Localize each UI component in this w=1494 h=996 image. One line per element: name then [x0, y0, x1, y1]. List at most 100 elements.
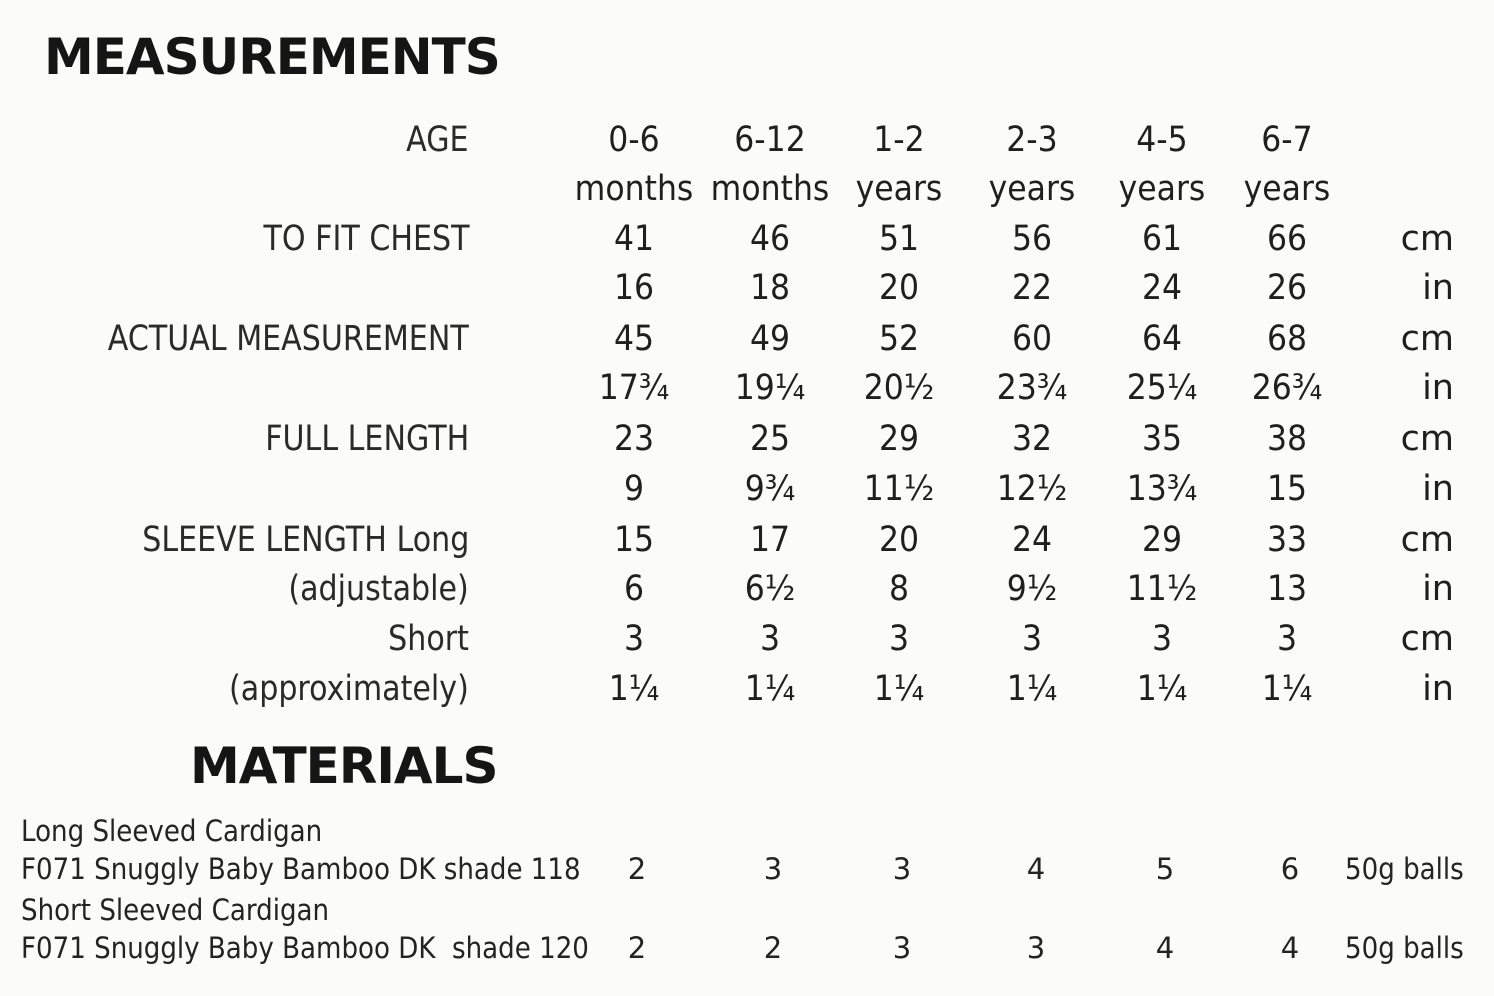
- balls-count: 4: [1280, 931, 1300, 965]
- value-cell: 3: [888, 619, 910, 659]
- balls-count: 3: [892, 852, 912, 886]
- value-cell: 32: [1011, 419, 1053, 459]
- value-cell: 9½: [1006, 569, 1058, 609]
- value-cell: 45: [613, 319, 655, 359]
- value-cell: 1¼: [744, 669, 796, 709]
- age-range: 6-12: [734, 120, 806, 160]
- value-cell: 19¼: [734, 368, 806, 408]
- sleeve-long-label: SLEEVE LENGTH Long: [141, 520, 469, 560]
- value-cell: 29: [878, 419, 920, 459]
- value-cell: 33: [1266, 520, 1308, 560]
- value-cell: 60: [1011, 319, 1053, 359]
- unit-cm: cm: [1400, 619, 1454, 659]
- value-cell: 3: [1021, 619, 1043, 659]
- long-cardigan-yarn: F071 Snuggly Baby Bamboo DK shade 118: [21, 852, 581, 886]
- value-cell: 1¼: [608, 669, 660, 709]
- actual-in-row: 17¾ 19¼ 20½ 23¾ 25¼ 26¾ in: [0, 363, 1494, 413]
- sleeve-long-sublabel: (adjustable): [288, 569, 469, 609]
- value-cell: 35: [1141, 419, 1183, 459]
- age-unit-row: months months years years years years: [0, 164, 1494, 214]
- chest-label: TO FIT CHEST: [263, 219, 469, 259]
- balls-count: 5: [1155, 852, 1175, 886]
- sleeve-long-in-row: (adjustable) 6 6½ 8 9½ 11½ 13 in: [0, 564, 1494, 614]
- sleeve-short-in-row: (approximately) 1¼ 1¼ 1¼ 1¼ 1¼ 1¼ in: [0, 664, 1494, 714]
- value-cell: 51: [878, 219, 920, 259]
- value-cell: 20: [878, 520, 920, 560]
- value-cell: 17: [749, 520, 791, 560]
- value-cell: 1¼: [1136, 669, 1188, 709]
- unit-cm: cm: [1400, 520, 1454, 560]
- age-range: 4-5: [1136, 120, 1188, 160]
- value-cell: 61: [1141, 219, 1183, 259]
- unit-in: in: [1422, 469, 1454, 509]
- value-cell: 3: [1151, 619, 1173, 659]
- value-cell: 1¼: [873, 669, 925, 709]
- full-length-cm-row: FULL LENGTH 23 25 29 32 35 38 cm: [0, 414, 1494, 464]
- value-cell: 16: [613, 268, 655, 308]
- value-cell: 11½: [1126, 569, 1198, 609]
- value-cell: 18: [749, 268, 791, 308]
- age-range: 1-2: [873, 120, 925, 160]
- value-cell: 1¼: [1261, 669, 1313, 709]
- value-cell: 56: [1011, 219, 1053, 259]
- balls-count: 4: [1155, 931, 1175, 965]
- unit-cm: cm: [1400, 419, 1454, 459]
- short-cardigan-heading-row: Short Sleeved Cardigan: [0, 890, 1494, 930]
- chest-in-row: 16 18 20 22 24 26 in: [0, 263, 1494, 313]
- sleeve-short-sublabel: (approximately): [229, 669, 469, 709]
- value-cell: 1¼: [1006, 669, 1058, 709]
- full-length-label: FULL LENGTH: [264, 419, 469, 459]
- unit-in: in: [1422, 569, 1454, 609]
- balls-unit: 50g balls: [1345, 852, 1464, 886]
- value-cell: 3: [759, 619, 781, 659]
- age-unit: years: [1243, 169, 1331, 209]
- value-cell: 13¾: [1126, 469, 1198, 509]
- value-cell: 17¾: [598, 368, 670, 408]
- value-cell: 29: [1141, 520, 1183, 560]
- age-unit: years: [1118, 169, 1206, 209]
- value-cell: 64: [1141, 319, 1183, 359]
- sleeve-short-label: Short: [388, 619, 469, 659]
- value-cell: 15: [1266, 469, 1308, 509]
- long-cardigan-heading: Long Sleeved Cardigan: [21, 814, 323, 848]
- age-unit: months: [574, 169, 694, 209]
- value-cell: 3: [1276, 619, 1298, 659]
- value-cell: 23: [613, 419, 655, 459]
- age-unit: months: [710, 169, 830, 209]
- long-cardigan-yarn-row: F071 Snuggly Baby Bamboo DK shade 118 2 …: [0, 849, 1494, 889]
- value-cell: 38: [1266, 419, 1308, 459]
- value-cell: 6: [623, 569, 645, 609]
- value-cell: 25: [749, 419, 791, 459]
- value-cell: 41: [613, 219, 655, 259]
- value-cell: 24: [1141, 268, 1183, 308]
- age-range: 0-6: [608, 120, 660, 160]
- unit-cm: cm: [1400, 219, 1454, 259]
- value-cell: 23¾: [996, 368, 1068, 408]
- short-cardigan-yarn: F071 Snuggly Baby Bamboo DK shade 120: [21, 931, 589, 965]
- value-cell: 68: [1266, 319, 1308, 359]
- short-cardigan-yarn-row: F071 Snuggly Baby Bamboo DK shade 120 2 …: [0, 928, 1494, 968]
- unit-cm: cm: [1400, 319, 1454, 359]
- sleeve-short-cm-row: Short 3 3 3 3 3 3 cm: [0, 614, 1494, 664]
- actual-label: ACTUAL MEASUREMENT: [108, 319, 469, 359]
- actual-cm-row: ACTUAL MEASUREMENT 45 49 52 60 64 68 cm: [0, 314, 1494, 364]
- value-cell: 9: [623, 469, 645, 509]
- balls-count: 3: [763, 852, 783, 886]
- age-range: 2-3: [1006, 120, 1058, 160]
- age-range: 6-7: [1261, 120, 1313, 160]
- value-cell: 6½: [744, 569, 796, 609]
- short-cardigan-heading: Short Sleeved Cardigan: [21, 893, 330, 927]
- balls-count: 4: [1026, 852, 1046, 886]
- balls-count: 2: [763, 931, 783, 965]
- value-cell: 3: [623, 619, 645, 659]
- age-unit: years: [988, 169, 1076, 209]
- value-cell: 46: [749, 219, 791, 259]
- balls-count: 2: [627, 852, 647, 886]
- value-cell: 22: [1011, 268, 1053, 308]
- value-cell: 26: [1266, 268, 1308, 308]
- balls-unit: 50g balls: [1345, 931, 1464, 965]
- age-unit: years: [855, 169, 943, 209]
- value-cell: 13: [1266, 569, 1308, 609]
- value-cell: 9¾: [744, 469, 796, 509]
- unit-in: in: [1422, 368, 1454, 408]
